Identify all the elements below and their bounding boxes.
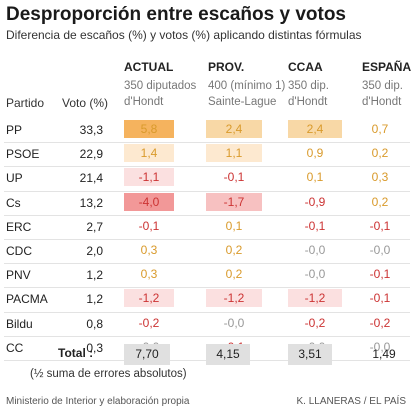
value-cell: -0,0 <box>223 315 245 330</box>
party-name: UP <box>6 171 23 186</box>
value-cell: -0,2 <box>369 315 391 330</box>
party-name: PNV <box>6 268 31 283</box>
row-divider <box>4 239 410 240</box>
column-subheader-line2: d'Hondt <box>288 96 328 108</box>
value-cell: -0,0 <box>304 267 326 282</box>
row-divider <box>4 190 410 192</box>
party-name: Cs <box>6 195 21 210</box>
value-cell: 0,1 <box>306 170 324 185</box>
value-cell: 5,8 <box>124 120 174 138</box>
column-header-actual: ACTUAL <box>124 60 174 74</box>
value-cell: 0,2 <box>371 194 389 209</box>
value-cell: -1,2 <box>124 289 174 308</box>
value-cell: -0,0 <box>369 243 391 257</box>
vote-percent: 0,3 <box>86 340 103 355</box>
value-cell: 0,2 <box>371 146 389 161</box>
total-value: 3,51 <box>288 344 332 365</box>
column-label-vote: Voto (%) <box>62 96 109 110</box>
column-subheader-line1: 350 dip. <box>362 80 403 92</box>
vote-percent: 2,0 <box>86 244 103 258</box>
value-cell: -0,1 <box>304 218 326 233</box>
value-cell: -1,7 <box>206 192 262 211</box>
party-name: PSOE <box>6 147 40 162</box>
column-label-party: Partido <box>6 96 45 110</box>
total-value: 1,49 <box>372 347 396 361</box>
value-cell: -4,0 <box>124 192 174 211</box>
vote-percent: 1,2 <box>86 268 103 283</box>
value-cell: 1,1 <box>206 144 262 163</box>
value-cell: 2,4 <box>206 120 262 138</box>
value-cell: 0,3 <box>371 170 389 185</box>
column-subheader-line2: d'Hondt <box>362 96 402 108</box>
total-label: Total : <box>58 346 94 360</box>
value-cell: 0,2 <box>225 243 243 257</box>
vote-percent: 1,2 <box>86 292 103 307</box>
value-cell: -0,0 <box>304 243 326 257</box>
chart-title: Desproporción entre escaños y votos <box>6 4 346 25</box>
vote-percent: 22,9 <box>79 147 103 162</box>
total-value: 7,70 <box>124 344 170 365</box>
total-note: (½ suma de errores absolutos) <box>30 368 187 380</box>
column-header-prov: PROV. <box>208 60 245 74</box>
value-cell: -0,9 <box>304 194 326 209</box>
chart-subtitle: Diferencia de escaños (%) y votos (%) ap… <box>6 28 362 42</box>
party-name: PACMA <box>6 292 48 307</box>
value-cell: -1,1 <box>124 168 174 187</box>
value-cell: -0,1 <box>369 267 391 282</box>
column-subheader-line2: Sainte-Lague <box>208 96 277 108</box>
footer-source: Ministerio de Interior y elaboración pro… <box>6 396 190 407</box>
total-value: 4,15 <box>206 344 250 365</box>
row-divider <box>4 335 410 337</box>
value-cell: 0,7 <box>371 122 389 136</box>
vote-percent: 33,3 <box>79 123 103 137</box>
party-name: PP <box>6 123 23 137</box>
value-cell: -0,1 <box>223 170 245 185</box>
value-cell: -0,1 <box>369 218 391 233</box>
column-subheader-line1: 350 diputados <box>124 80 197 92</box>
vote-percent: 21,4 <box>79 171 103 186</box>
row-divider <box>4 214 410 216</box>
value-cell: -0,2 <box>138 315 160 330</box>
value-cell: 1,4 <box>124 144 174 163</box>
row-divider <box>4 263 410 265</box>
vote-percent: 13,2 <box>79 195 103 210</box>
party-name: CC <box>6 340 24 355</box>
row-divider <box>4 142 410 144</box>
footer-credit: K. LLANERAS / EL PAÍS <box>296 396 407 407</box>
column-subheader-line1: 400 (mínimo 1) <box>208 80 286 92</box>
value-cell: -1,2 <box>206 289 262 308</box>
column-header-españa: ESPAÑA <box>362 60 412 74</box>
party-name: CDC <box>6 244 32 258</box>
value-cell: -0,1 <box>138 218 160 233</box>
vote-percent: 2,7 <box>86 219 103 234</box>
value-cell: -0,2 <box>304 315 326 330</box>
vote-percent: 0,8 <box>86 316 103 331</box>
value-cell: -0,1 <box>369 291 391 306</box>
column-subheader: 350 diputados d'Hondt <box>124 78 196 110</box>
value-cell: -1,2 <box>288 289 342 308</box>
column-header-ccaa: CCAA <box>288 60 323 74</box>
column-subheader: 350 dip. d'Hondt <box>288 78 329 110</box>
value-cell: -0,0 <box>369 339 391 354</box>
value-cell: 0,1 <box>225 218 243 233</box>
column-subheader-line1: 350 dip. <box>288 80 329 92</box>
row-divider <box>4 166 410 168</box>
party-name: ERC <box>6 219 32 234</box>
party-name: Bildu <box>6 316 33 331</box>
value-cell: 0,2 <box>225 267 243 282</box>
column-subheader: 350 dip. d'Hondt <box>362 78 403 110</box>
column-subheader: 400 (mínimo 1) Sainte-Lague <box>208 78 285 110</box>
column-subheader-line2: d'Hondt <box>124 96 164 108</box>
row-divider <box>4 311 410 313</box>
value-cell: 0,9 <box>306 146 324 161</box>
value-cell: 0,3 <box>140 243 158 257</box>
value-cell: 0,3 <box>140 267 158 282</box>
value-cell: 2,4 <box>288 120 342 138</box>
row-divider <box>4 287 410 289</box>
